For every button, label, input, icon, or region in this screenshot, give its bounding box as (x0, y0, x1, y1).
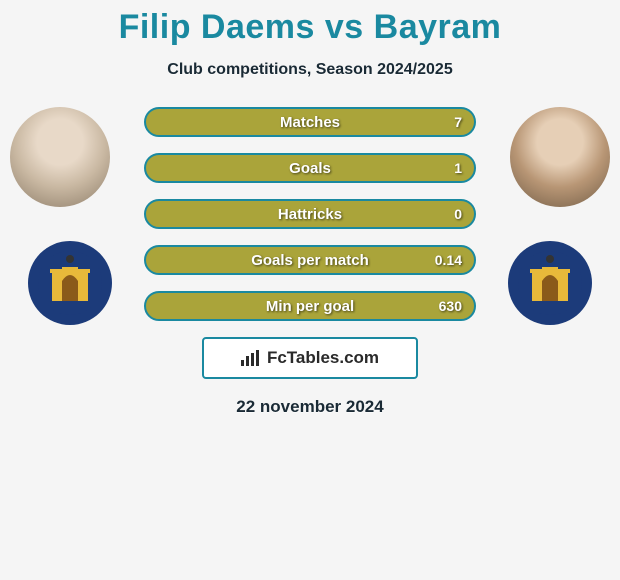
stat-label: Goals (289, 160, 331, 177)
club-crest-left (28, 241, 112, 325)
stat-right-value: 7 (454, 114, 462, 130)
stat-row-min-per-goal: Min per goal 630 (144, 291, 476, 321)
footer-date: 22 november 2024 (0, 397, 620, 417)
stat-row-matches: Matches 7 (144, 107, 476, 137)
stats-bars: Matches 7 Goals 1 Hattricks 0 Goals per … (144, 107, 476, 321)
stat-right-value: 630 (439, 298, 462, 314)
page-subtitle: Club competitions, Season 2024/2025 (0, 61, 620, 79)
stat-label: Hattricks (278, 206, 342, 223)
brand-text: FcTables.com (267, 348, 379, 368)
crest-icon (518, 251, 582, 315)
stat-label: Min per goal (266, 298, 354, 315)
stat-label: Matches (280, 114, 340, 131)
club-crest-right (508, 241, 592, 325)
bar-chart-icon (241, 350, 261, 366)
crest-icon (38, 251, 102, 315)
stat-right-value: 0.14 (435, 252, 462, 268)
stat-row-goals: Goals 1 (144, 153, 476, 183)
stat-label: Goals per match (251, 252, 369, 269)
comparison-panel: Matches 7 Goals 1 Hattricks 0 Goals per … (0, 107, 620, 417)
brand-badge[interactable]: FcTables.com (202, 337, 418, 379)
stat-row-goals-per-match: Goals per match 0.14 (144, 245, 476, 275)
stat-right-value: 0 (454, 206, 462, 222)
stat-row-hattricks: Hattricks 0 (144, 199, 476, 229)
player-left-avatar (10, 107, 110, 207)
stat-right-value: 1 (454, 160, 462, 176)
page-title: Filip Daems vs Bayram (0, 0, 620, 47)
player-right-avatar (510, 107, 610, 207)
